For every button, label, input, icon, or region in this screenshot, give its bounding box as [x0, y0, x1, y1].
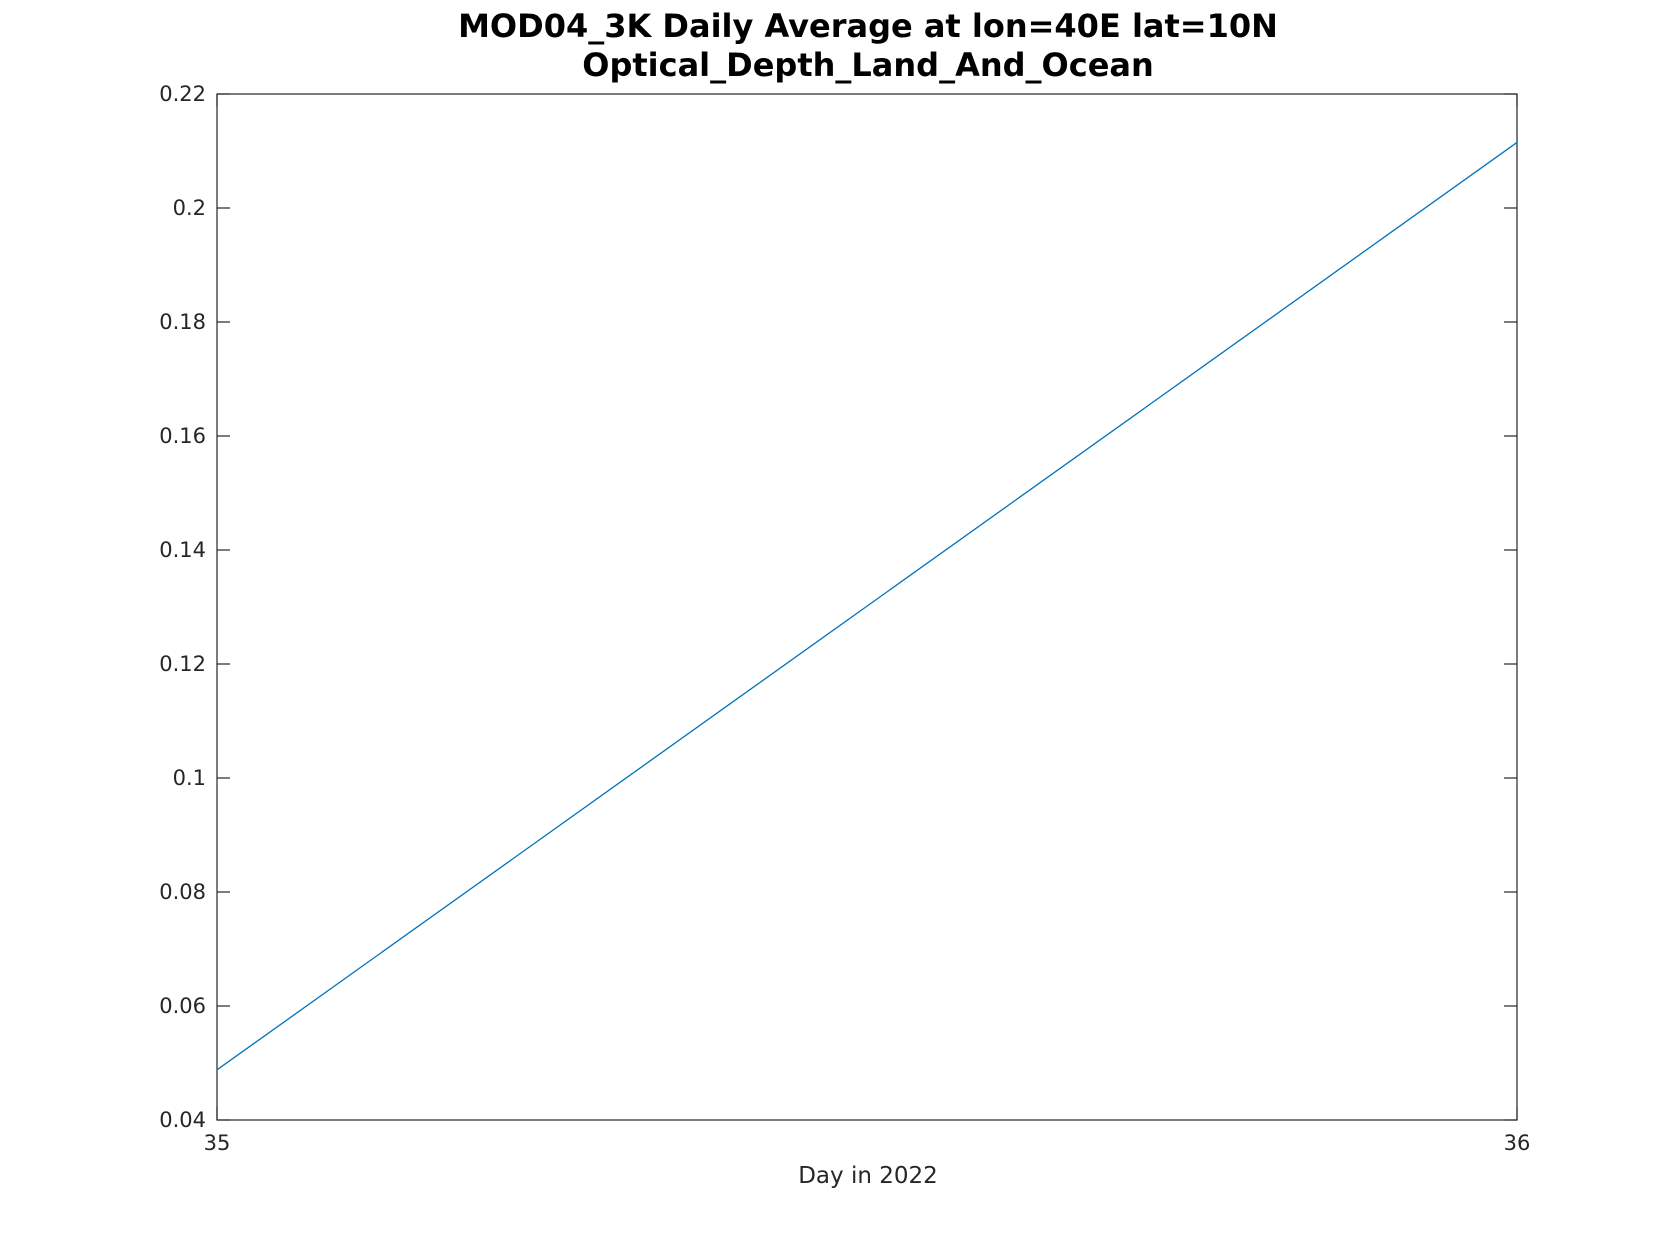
- x-axis-label: Day in 2022: [798, 1163, 938, 1189]
- y-tick-label: 0.08: [159, 880, 206, 904]
- y-tick-label: 0.2: [173, 196, 206, 220]
- chart-subtitle: Optical_Depth_Land_And_Ocean: [582, 46, 1154, 84]
- y-tick-label: 0.18: [159, 310, 206, 334]
- plot-area: 0.04 0.06 0.08 0.1 0.12 0.14 0.16 0.18 0.2 0.22 35…: [159, 82, 1530, 1155]
- y-tick-label: 0.14: [159, 538, 206, 562]
- y-tick-label: 0.22: [159, 82, 206, 106]
- plot-frame: [216, 93, 1518, 1121]
- chart-title: MOD04_3K Daily Average at lon=40E lat=10…: [458, 7, 1278, 45]
- x-tick-label: 36: [1504, 1131, 1531, 1155]
- series-line: [216, 141, 1518, 1071]
- y-tick-label: 0.06: [159, 994, 206, 1018]
- y-tick-label: 0.04: [159, 1108, 206, 1132]
- x-tick-label: 35: [204, 1131, 231, 1155]
- y-tick-label: 0.16: [159, 424, 206, 448]
- y-tick-label: 0.12: [159, 652, 206, 676]
- y-tick-label: 0.1: [173, 766, 206, 790]
